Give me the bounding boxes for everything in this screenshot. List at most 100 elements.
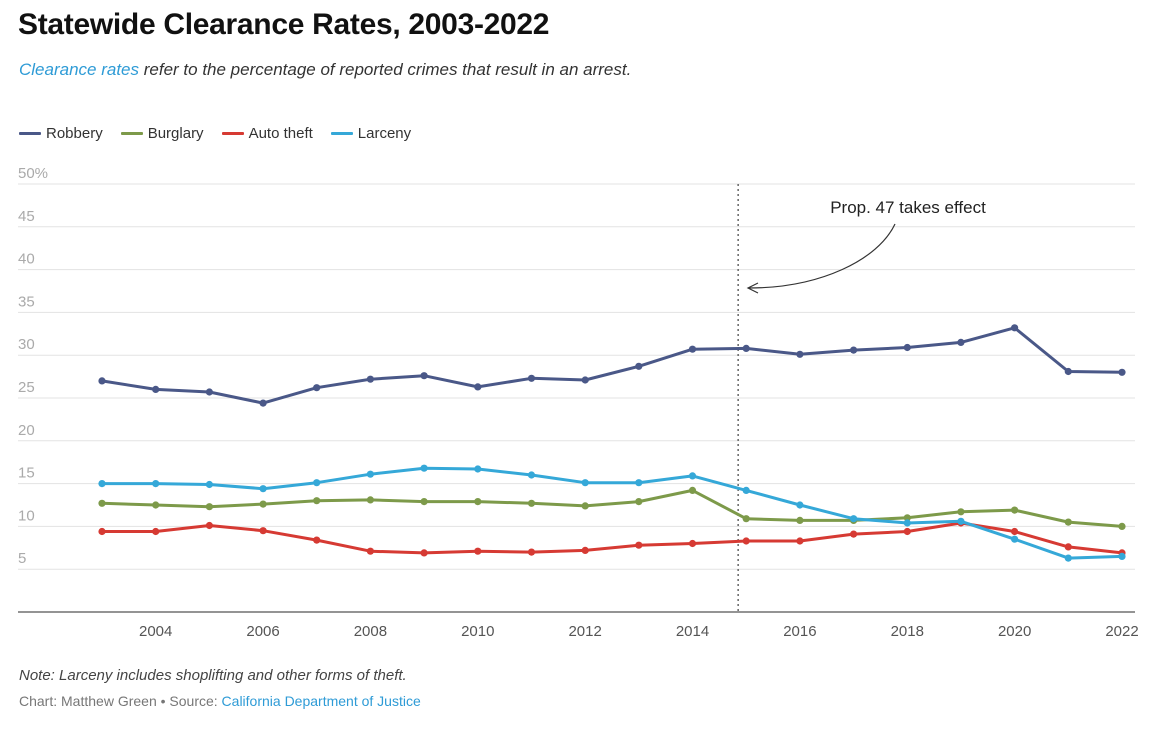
data-point [152,385,160,393]
data-point [313,536,321,544]
data-point [205,521,213,530]
x-tick-label: 2020 [998,623,1031,640]
data-point [527,374,536,382]
legend-swatch-burglary [120,132,143,135]
x-tick-label: 2014 [676,623,709,640]
x-tick-label: 2008 [354,623,387,640]
legend-swatch-robbery [19,132,41,135]
legend-label-larceny: Larceny [357,125,412,142]
legend-label-auto-theft: Auto theft [248,125,313,142]
data-point [796,350,804,358]
data-point [259,500,267,508]
data-point [903,514,911,522]
data-point [366,375,374,383]
y-tick-label: 15 [18,465,35,482]
data-point [581,502,589,510]
data-point [366,547,374,555]
data-point [796,516,804,525]
annotation-arrowhead [746,282,759,294]
series-line-burglary [100,488,1124,528]
data-point [1011,324,1019,332]
data-point [581,376,589,384]
annotation-arrow [748,223,896,289]
data-point [903,343,911,352]
x-tick-label: 2022 [1105,623,1138,640]
data-point [313,479,321,487]
data-point [957,517,965,525]
data-point [635,362,643,370]
data-point [688,472,697,480]
x-tick-label: 2018 [891,623,924,640]
data-point [98,377,106,385]
x-tick-label: 2010 [461,623,494,640]
data-point [688,486,697,494]
data-point [259,399,267,407]
credit-prefix: Chart: Matthew Green • Source: [19,693,222,709]
source-link[interactable]: California Department of Justice [221,693,421,709]
data-point [366,496,374,504]
data-point [1118,368,1126,376]
data-point [205,388,213,396]
data-point [98,499,106,507]
legend-swatch-larceny [330,132,353,135]
chart-subtitle: Clearance rates refer to the percentage … [19,60,631,80]
x-tick-label: 2016 [783,623,816,640]
data-point [205,503,213,511]
clearance-rates-link[interactable]: Clearance rates [19,60,140,79]
series-line-larceny [100,466,1124,560]
data-point [957,508,965,516]
data-point [366,470,374,478]
data-point [742,486,750,494]
data-point [850,346,858,354]
data-point [903,519,911,527]
data-point [688,539,697,548]
data-point [474,383,482,391]
legend-swatch-auto-theft [221,132,244,135]
data-point [635,479,643,487]
data-point [688,345,697,353]
data-point [152,480,160,488]
data-point [635,498,643,506]
data-point [796,501,804,509]
annotation-label: Prop. 47 takes effect [830,198,986,217]
data-point [1011,506,1019,514]
data-point [903,527,911,536]
footnote: Note: Larceny includes shoplifting and o… [19,667,407,684]
subtitle-text: refer to the percentage of reported crim… [139,60,632,79]
y-tick-label: 10 [18,507,35,524]
data-point [581,546,589,555]
data-point [474,547,482,555]
data-point [98,527,106,536]
y-tick-label: 5 [18,550,26,567]
legend-item-auto-theft: Auto theft [221,125,313,142]
data-point [527,499,536,507]
legend-item-larceny: Larceny [330,125,412,142]
x-tick-label: 2004 [139,623,172,640]
y-tick-label: 35 [18,293,35,310]
data-point [1064,367,1072,376]
data-point [850,515,858,523]
legend-item-burglary: Burglary [120,125,204,142]
y-tick-label: 45 [18,208,35,225]
data-point [98,480,106,488]
legend-label-robbery: Robbery [46,125,103,142]
x-tick-label: 2012 [568,623,601,640]
y-tick-label: 30 [18,336,35,353]
data-point [420,549,428,557]
series-line-robbery [100,326,1124,405]
data-point [1011,527,1019,536]
data-point [474,465,482,473]
chart-title: Statewide Clearance Rates, 2003-2022 [18,8,550,41]
data-point [152,527,160,536]
data-point [205,480,213,489]
data-point [1064,543,1072,551]
data-point [1118,522,1126,531]
data-point [1011,535,1019,543]
data-point [474,498,482,506]
data-point [313,384,321,392]
data-point [420,498,428,506]
data-point [527,548,536,556]
y-tick-label: 50% [18,165,48,182]
